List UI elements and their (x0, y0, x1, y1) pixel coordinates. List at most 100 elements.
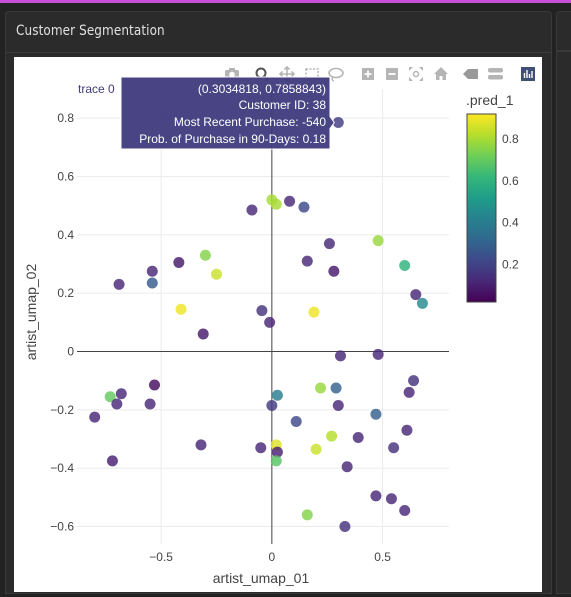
hover-box (120, 76, 335, 150)
scatter-point[interactable] (328, 265, 340, 277)
panel-header-divider (6, 52, 551, 53)
scatter-point[interactable] (175, 303, 187, 315)
scatter-point[interactable] (372, 348, 384, 360)
scatter-point[interactable] (211, 268, 222, 280)
y-tick-label: −0.6 (50, 520, 74, 534)
window-top-accent (0, 0, 571, 3)
colorbar-tick-labels: 0.2 0.4 0.6 0.8 (502, 132, 519, 271)
scatter-point[interactable] (270, 198, 282, 210)
y-tick-label: 0.4 (57, 228, 74, 242)
scatter-point[interactable] (332, 399, 344, 411)
scatter-point[interactable] (372, 235, 384, 247)
scatter-point[interactable] (298, 201, 310, 213)
scatter-point[interactable] (370, 490, 382, 502)
data-points[interactable] (89, 117, 428, 532)
scatter-point[interactable] (290, 416, 302, 427)
x-tick-label: 0 (269, 550, 276, 564)
scatter-point[interactable] (323, 238, 335, 250)
scatter-point[interactable] (388, 442, 400, 454)
hover-line-recent-purchase: Most Recent Purchase: -540 (174, 115, 326, 129)
colorbar-tick-label: 0.4 (502, 216, 519, 230)
scatter-point[interactable] (271, 446, 283, 458)
scatter-point[interactable] (284, 195, 296, 207)
scatter-point[interactable] (115, 388, 127, 400)
scatter-point[interactable] (416, 297, 428, 309)
hover-tooltip: trace 0 (0.3034818, 0.7858843) Customer … (78, 76, 335, 150)
scatter-point[interactable] (104, 391, 116, 403)
scatter-point[interactable] (401, 424, 413, 436)
scatter-point[interactable] (197, 328, 209, 340)
scatter-chart[interactable]: −0.5 0 0.5 −0.6 −0.4 −0.2 0 0.2 0.4 0.6 0.8 artis… (14, 57, 542, 592)
scatter-point[interactable] (341, 461, 353, 473)
zoom-out-icon[interactable] (386, 68, 398, 80)
hover-trace-label: trace 0 (78, 82, 115, 96)
colorbar-title: .pred_1 (466, 92, 514, 108)
scatter-point[interactable] (410, 289, 422, 301)
scatter-point[interactable] (301, 255, 313, 267)
lasso-icon[interactable] (328, 67, 344, 82)
scatter-point[interactable] (385, 493, 397, 505)
scatter-point[interactable] (301, 509, 313, 521)
scatter-point[interactable] (332, 117, 344, 129)
scatter-point[interactable] (370, 408, 382, 420)
scatter-point[interactable] (403, 386, 415, 398)
scatter-point[interactable] (146, 265, 158, 277)
x-tick-labels: −0.5 0 0.5 (149, 550, 391, 564)
spike-lines-icon[interactable] (463, 69, 478, 79)
autoscale-icon[interactable] (409, 67, 423, 81)
scatter-point[interactable] (352, 432, 364, 444)
scatter-point[interactable] (310, 443, 322, 455)
x-axis-label: artist_umap_01 (213, 570, 310, 586)
y-tick-label: 0.8 (57, 111, 74, 125)
y-axis-label: artist_umap_02 (23, 264, 39, 361)
scatter-point[interactable] (399, 504, 411, 516)
zero-lines (77, 89, 449, 544)
hover-line-customer-id: Customer ID: 38 (239, 98, 327, 112)
scatter-point[interactable] (195, 439, 207, 451)
scatter-point[interactable] (408, 375, 420, 387)
colorbar (466, 113, 497, 303)
scatter-point[interactable] (199, 249, 211, 261)
scatter-point[interactable] (270, 455, 282, 467)
y-tick-label: 0.2 (57, 286, 74, 300)
scatter-point[interactable] (113, 278, 125, 290)
plot-container[interactable]: −0.5 0 0.5 −0.6 −0.4 −0.2 0 0.2 0.4 0.6 0.8 artis… (14, 57, 542, 592)
adjacent-panel-divider (557, 50, 571, 52)
scatter-point[interactable] (173, 257, 185, 269)
hover-line-probability: Prob. of Purchase in 90-Days: 0.18 (139, 132, 326, 146)
scatter-point[interactable] (246, 204, 258, 216)
scatter-point[interactable] (399, 259, 411, 271)
y-tick-label: −0.4 (50, 461, 74, 475)
scatter-point[interactable] (144, 398, 156, 410)
scatter-point[interactable] (89, 411, 101, 423)
scatter-point[interactable] (315, 382, 327, 394)
scatter-point[interactable] (330, 382, 342, 394)
scatter-point[interactable] (106, 455, 118, 467)
reset-axes-icon[interactable] (434, 67, 448, 80)
adjacent-panel (556, 11, 571, 594)
scatter-point[interactable] (255, 442, 267, 454)
plotly-logo-icon[interactable] (521, 67, 535, 81)
scatter-point[interactable] (335, 350, 346, 362)
scatter-point[interactable] (326, 430, 338, 442)
grid-lines (77, 89, 449, 544)
y-tick-label: 0 (67, 345, 74, 359)
scatter-point[interactable] (339, 521, 351, 532)
scatter-point[interactable] (111, 398, 123, 410)
scatter-point[interactable] (264, 316, 276, 328)
x-tick-label: 0.5 (374, 550, 391, 564)
x-tick-label: −0.5 (149, 550, 173, 564)
scatter-point[interactable] (149, 379, 160, 391)
panel-title: Customer Segmentation (16, 23, 165, 39)
scatter-point[interactable] (271, 389, 283, 401)
scatter-point[interactable] (308, 306, 320, 318)
scatter-point[interactable] (256, 305, 268, 317)
y-tick-labels: −0.6 −0.4 −0.2 0 0.2 0.4 0.6 0.8 (50, 111, 74, 533)
colorbar-tick-label: 0.8 (502, 132, 519, 146)
hover-line-coordinates: (0.3034818, 0.7858843) (198, 82, 326, 96)
scatter-point[interactable] (146, 277, 158, 289)
y-tick-label: 0.6 (57, 170, 74, 184)
compare-hover-icon[interactable] (488, 68, 503, 80)
scatter-point[interactable] (266, 399, 278, 411)
zoom-in-icon[interactable] (362, 68, 374, 80)
